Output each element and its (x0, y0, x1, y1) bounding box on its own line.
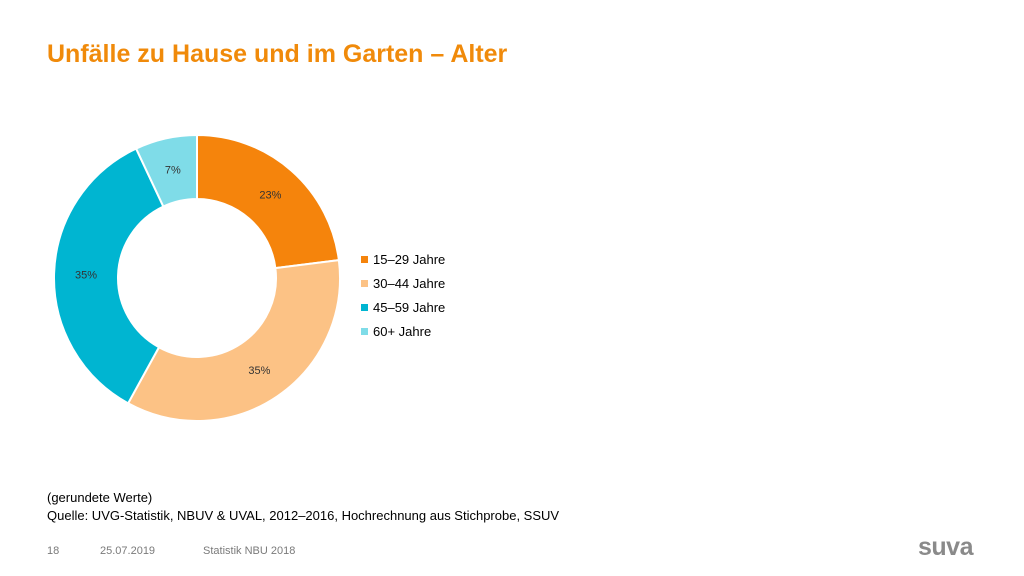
legend-item-45-59: 45–59 Jahre (361, 295, 445, 319)
donut-slice-4 (134, 133, 198, 208)
legend-swatch (361, 303, 368, 311)
legend-label: 60+ Jahre (373, 323, 432, 339)
legend-item-30-44: 30–44 Jahre (361, 271, 445, 295)
rounding-note: (gerundete Werte) (47, 490, 153, 505)
slice-label-4: 7% (165, 165, 181, 177)
slice-label-1: 23% (259, 190, 281, 202)
legend-item-15-29: 15–29 Jahre (361, 247, 445, 271)
page-title: Unfälle zu Hause und im Garten – Alter (47, 40, 508, 68)
source-note: Quelle: UVG-Statistik, NBUV & UVAL, 2012… (47, 508, 560, 523)
legend-swatch (361, 255, 368, 263)
legend-swatch (361, 279, 368, 287)
legend-swatch (361, 327, 368, 335)
legend-label: 30–44 Jahre (373, 275, 446, 291)
footer-source: Statistik NBU 2018 (203, 545, 296, 557)
chart-legend: 15–29 Jahre 30–44 Jahre 45–59 Jahre 60+ … (361, 247, 445, 343)
donut-slice-3 (53, 147, 165, 405)
legend-label: 45–59 Jahre (373, 299, 446, 315)
donut-slice-2 (126, 258, 341, 422)
footer-date: 25.07.2019 (100, 545, 156, 557)
donut-slice-1 (196, 133, 340, 270)
page-number: 18 (47, 545, 60, 557)
slice-label-3: 35% (75, 270, 97, 282)
chart-notes: (gerundete Werte) Quelle: UVG-Statistik,… (47, 489, 559, 525)
suva-logo: suva (918, 533, 973, 561)
slice-label-2: 35% (248, 365, 270, 377)
legend-item-60-plus: 60+ Jahre (361, 319, 445, 343)
legend-label: 15–29 Jahre (373, 251, 446, 267)
